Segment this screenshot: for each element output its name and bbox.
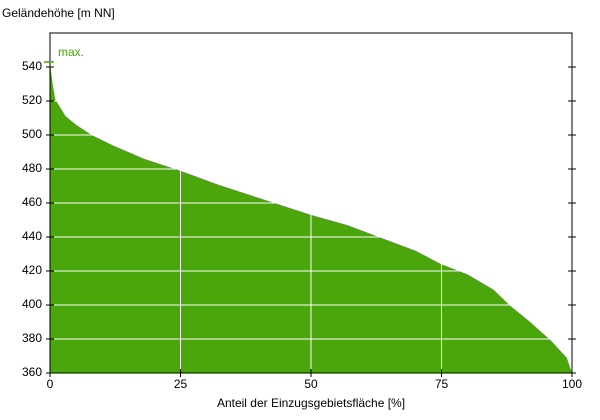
y-tick-label: 440 — [22, 229, 42, 243]
x-tick-label: 0 — [47, 377, 54, 391]
y-tick-label: 420 — [22, 263, 42, 277]
y-tick-label: 360 — [22, 365, 42, 379]
x-axis-label: Anteil der Einzugsgebietsfläche [%] — [217, 396, 405, 410]
y-tick-label: 520 — [22, 93, 42, 107]
x-tick-label: 25 — [174, 377, 188, 391]
plot-frame — [49, 32, 573, 374]
x-tick-label: 50 — [304, 377, 318, 391]
y-tick-label: 540 — [22, 59, 42, 73]
annotation: max. — [58, 45, 84, 59]
y-tick-label: 380 — [22, 331, 42, 345]
x-tick-label: 75 — [435, 377, 449, 391]
y-axis-label: Geländehöhe [m NN] — [2, 6, 115, 20]
y-tick-label: 460 — [22, 195, 42, 209]
y-tick-label: 500 — [22, 127, 42, 141]
x-tick-label: 100 — [562, 377, 582, 391]
y-tick-label: 400 — [22, 297, 42, 311]
y-tick-label: 480 — [22, 161, 42, 175]
